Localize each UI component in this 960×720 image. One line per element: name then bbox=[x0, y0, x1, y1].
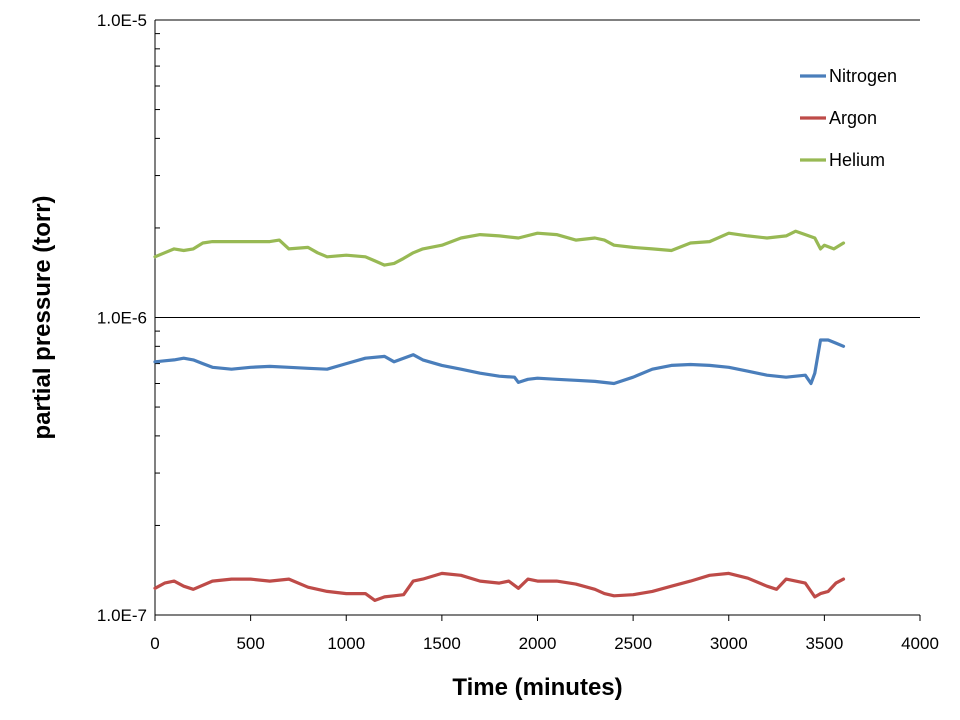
x-tick-label: 500 bbox=[236, 634, 264, 653]
y-tick-label: 1.0E-6 bbox=[97, 309, 147, 328]
x-tick-label: 1000 bbox=[327, 634, 365, 653]
grid-lines bbox=[155, 19, 920, 318]
legend-label-helium: Helium bbox=[829, 150, 885, 170]
y-tick-label: 1.0E-7 bbox=[97, 606, 147, 625]
x-axis-title: Time (minutes) bbox=[452, 674, 622, 701]
x-tick-label: 2000 bbox=[519, 634, 557, 653]
data-series bbox=[153, 229, 846, 603]
series-line-helium bbox=[153, 229, 846, 267]
legend: Nitrogen Argon Helium bbox=[800, 66, 897, 170]
series-line-argon bbox=[153, 571, 846, 603]
x-tick-label: 0 bbox=[150, 634, 159, 653]
y-tick-label: 1.0E-5 bbox=[97, 11, 147, 30]
y-axis-title: partial pressure (torr) bbox=[29, 195, 56, 439]
axes: 1.0E-7 1.0E-6 1.0E-5 0 500 1000 1500 2000 2500 30… bbox=[97, 11, 939, 653]
legend-label-argon: Argon bbox=[829, 108, 877, 128]
legend-label-nitrogen: Nitrogen bbox=[829, 66, 897, 86]
series-line-nitrogen bbox=[153, 338, 846, 386]
x-tick-label: 3500 bbox=[805, 634, 843, 653]
x-tick-label: 4000 bbox=[901, 634, 939, 653]
x-tick-label: 3000 bbox=[710, 634, 748, 653]
x-tick-label: 1500 bbox=[423, 634, 461, 653]
x-tick-label: 2500 bbox=[614, 634, 652, 653]
